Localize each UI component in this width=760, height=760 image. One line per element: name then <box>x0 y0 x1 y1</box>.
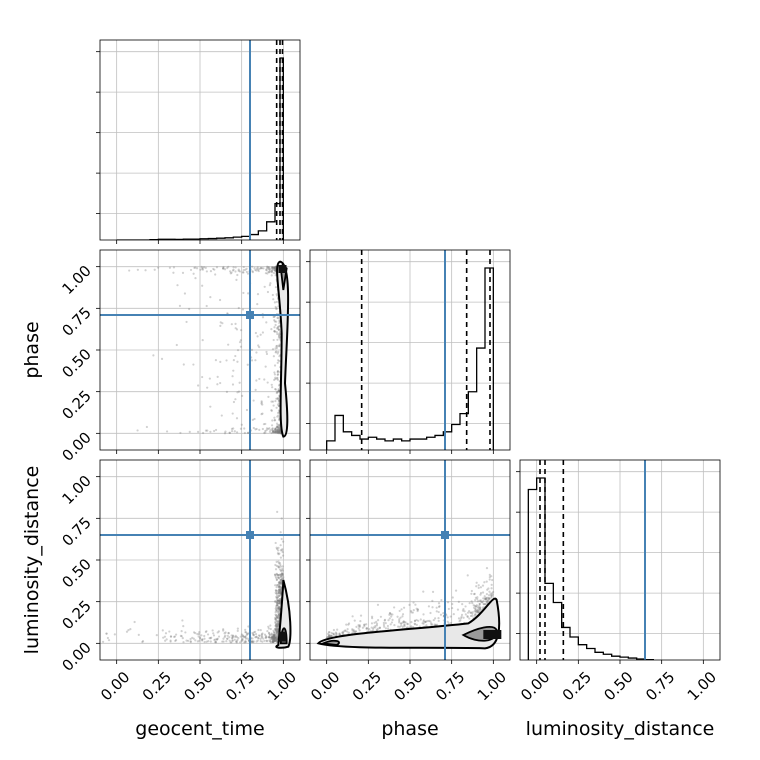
x-tick-label-panel-geocent_time-vs-luminosity_distance-4: 1.00 <box>264 668 300 704</box>
x-label-luminosity-distance: luminosity_distance <box>526 718 715 740</box>
truth-marker-geocent_time-vs-phase <box>246 311 254 319</box>
x-tick-label-panel-geocent_time-vs-luminosity_distance-3: 0.75 <box>222 668 258 704</box>
y-tick-label-panel-geocent_time-vs-phase-2: 0.50 <box>58 345 94 381</box>
x-tick-label-hist-luminosity_distance-3: 0.75 <box>642 668 678 704</box>
x-tick-label-hist-luminosity_distance-1: 0.25 <box>559 668 595 704</box>
contour-outer-geocent_time-vs-phase <box>276 260 290 438</box>
x-tick-label-panel-phase-vs-luminosity_distance-1: 0.25 <box>349 668 385 704</box>
scatter-points-geocent_time-vs-luminosity_distance <box>101 510 285 644</box>
x-tick-label-panel-geocent_time-vs-luminosity_distance-2: 0.50 <box>180 668 216 704</box>
y-tick-label-panel-geocent_time-vs-luminosity_distance-0: 0.00 <box>58 638 94 674</box>
x-tick-label-panel-phase-vs-luminosity_distance-4: 1.00 <box>474 668 510 704</box>
truth-marker-phase-vs-luminosity_distance <box>441 531 449 539</box>
x-tick-label-panel-phase-vs-luminosity_distance-2: 0.50 <box>390 668 426 704</box>
x-tick-label-panel-phase-vs-luminosity_distance-3: 0.75 <box>432 668 468 704</box>
density-peak-geocent_time-vs-luminosity_distance <box>278 631 287 642</box>
truth-marker-geocent_time-vs-luminosity_distance <box>246 531 254 539</box>
x-label-phase: phase <box>381 718 438 740</box>
panel-content-geocent_time-vs-luminosity_distance <box>101 510 292 649</box>
contour-inner-left-phase-vs-luminosity_distance <box>319 639 340 646</box>
contour-outer-geocent_time-vs-luminosity_distance <box>275 579 292 649</box>
y-tick-label-panel-geocent_time-vs-luminosity_distance-2: 0.50 <box>58 555 94 591</box>
x-label-geocent-time: geocent_time <box>135 718 264 740</box>
x-tick-label-panel-geocent_time-vs-luminosity_distance-1: 0.25 <box>139 668 175 704</box>
panels-layer: 0.00 0.25 0.50 0.75 1.000.000.250.500.751.00… <box>58 39 721 704</box>
y-label-phase: phase <box>21 321 43 378</box>
contour-outer-phase-vs-luminosity_distance <box>316 597 501 650</box>
y-tick-label-panel-geocent_time-vs-luminosity_distance-4: 1.00 <box>58 472 94 508</box>
y-tick-label-panel-geocent_time-vs-luminosity_distance-1: 0.25 <box>58 597 94 633</box>
y-label-luminosity-distance: luminosity_distance <box>21 466 43 655</box>
hist-step-phase <box>326 267 494 450</box>
y-tick-label-panel-geocent_time-vs-phase-0: 0.00 <box>58 428 94 464</box>
density-peak-phase-vs-luminosity_distance <box>483 630 502 639</box>
hist-step-geocent_time <box>116 57 284 240</box>
hist-step-luminosity_distance <box>527 477 654 660</box>
density-peak-geocent_time-vs-phase <box>278 265 287 273</box>
y-tick-label-panel-geocent_time-vs-phase-3: 0.75 <box>58 303 94 339</box>
y-tick-label-panel-geocent_time-vs-phase-4: 1.00 <box>58 262 94 298</box>
x-tick-label-panel-geocent_time-vs-luminosity_distance-0: 0.00 <box>97 668 133 704</box>
x-tick-label-hist-luminosity_distance-4: 1.00 <box>684 668 720 704</box>
y-tick-label-panel-geocent_time-vs-phase-1: 0.25 <box>58 387 94 423</box>
x-tick-label-panel-phase-vs-luminosity_distance-0: 0.00 <box>307 668 343 704</box>
y-tick-label-panel-geocent_time-vs-luminosity_distance-3: 0.75 <box>58 513 94 549</box>
x-tick-label-hist-luminosity_distance-2: 0.50 <box>600 668 636 704</box>
panel-content-geocent_time-vs-phase <box>128 260 290 438</box>
x-tick-label-hist-luminosity_distance-0: 0.00 <box>517 668 553 704</box>
panel-content-phase-vs-luminosity_distance <box>316 566 502 650</box>
